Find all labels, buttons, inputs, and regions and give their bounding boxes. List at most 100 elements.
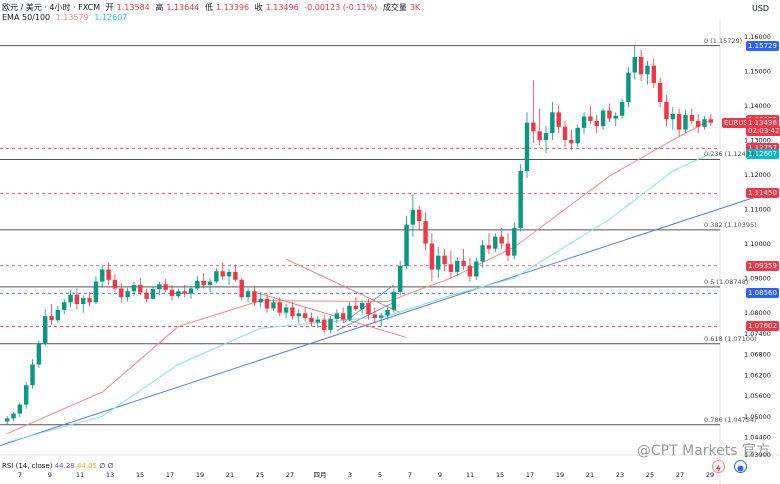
candle-body [321, 319, 327, 330]
symbol-line: 欧元 / 美元 · 4小时 · FXCM [2, 3, 101, 12]
candle-body [220, 271, 225, 277]
candle-body [569, 139, 574, 144]
x-tick-label: 19 [196, 471, 204, 479]
fib-level-label: 0.786 (1.04754) [704, 415, 757, 424]
candle-body [600, 110, 606, 127]
candle-body [683, 115, 688, 130]
candle-body [93, 281, 99, 303]
candle-body [182, 291, 187, 294]
candle-body [201, 280, 206, 286]
candle-body [645, 65, 650, 75]
candle-body [30, 364, 35, 386]
candle-body [562, 126, 568, 140]
candle-body [62, 302, 67, 310]
candle-body [613, 115, 618, 119]
candle-body [651, 65, 656, 83]
rsi-suffix: ∅ ∅ [99, 462, 114, 470]
trend-line [0, 188, 780, 447]
candle-body [366, 302, 371, 315]
candle-body [340, 313, 346, 320]
settings-circle-icon[interactable] [734, 460, 747, 473]
ema-legend[interactable]: EMA 50/100 1.13579 1.12607 [2, 13, 130, 22]
candle-body [461, 260, 466, 267]
candle-body [74, 294, 80, 305]
candle-body [442, 255, 447, 265]
candle-body [258, 298, 263, 303]
candle-body [23, 385, 29, 405]
x-tick-label: 7 [408, 471, 412, 479]
x-tick-label: 11 [76, 471, 84, 479]
candle-body [626, 72, 631, 102]
x-tick-label: 3 [348, 471, 352, 479]
candle-body [252, 291, 257, 303]
candle-body [138, 285, 143, 293]
currency-label: USD [752, 4, 770, 13]
candle-body [302, 313, 308, 318]
ema50-value: 1.13579 [55, 13, 89, 22]
close-value: 1.13496 [265, 3, 299, 12]
candle-body [169, 289, 175, 297]
candle-body [512, 228, 517, 256]
candle-body [632, 57, 637, 73]
fib-level-label: 0.382 (1.10395) [704, 220, 757, 229]
price-badge: EURUSD [722, 117, 756, 128]
x-tick-label: 17 [526, 471, 534, 479]
candle-body [410, 209, 416, 225]
candle-body [81, 298, 86, 305]
y-tick-label: 1.16000 [744, 33, 771, 41]
volume-value: 3K [409, 3, 421, 12]
candle-body [119, 288, 124, 298]
rsi-value-1: 44.28 [54, 462, 75, 470]
x-tick-label: 29 [706, 471, 714, 479]
x-tick-label: 27 [286, 471, 294, 479]
candle-body [493, 236, 498, 249]
x-tick-label: 17 [166, 471, 174, 479]
candle-body [664, 101, 669, 120]
candle-body [188, 288, 194, 294]
fib-level-label: 0.618 (1.07100) [704, 334, 757, 343]
lightning-icon[interactable] [712, 460, 725, 473]
x-tick-label: 27 [676, 471, 684, 479]
candle-body [594, 120, 599, 127]
ema100-line [7, 152, 712, 443]
candle-body [315, 319, 321, 323]
price-badge: 1.15729 [746, 40, 779, 51]
candle-body [397, 266, 403, 292]
candle-body [150, 289, 156, 299]
candle-body [423, 221, 428, 244]
candle-body [195, 280, 200, 289]
candle-body [581, 116, 587, 128]
x-tick-label: 13 [106, 471, 114, 479]
y-tick-label: 1.06800 [744, 351, 771, 359]
fib-level-label: 0.236 (1.12434) [704, 150, 757, 159]
price-badge: 02:03:42 [746, 125, 780, 136]
candle-body [429, 243, 435, 270]
rsi-legend[interactable]: RSI (14, close) 44.28 44.05 ∅ ∅ [2, 462, 114, 470]
candle-body [537, 131, 542, 140]
candle-body [163, 284, 168, 290]
candle-body [283, 307, 289, 313]
candle-body [359, 302, 365, 310]
candle-body [619, 101, 625, 116]
candle-body [524, 122, 530, 172]
candle-body [550, 112, 555, 134]
x-tick-label: 25 [256, 471, 264, 479]
candle-body [277, 302, 282, 313]
candle-body [264, 298, 270, 309]
y-tick-label: 1.06200 [744, 371, 771, 379]
candle-body [474, 261, 479, 277]
x-tick-label: 19 [556, 471, 564, 479]
y-tick-label: 1.03900 [744, 451, 771, 459]
y-tick-label: 1.08000 [744, 309, 771, 317]
candle-body [112, 279, 118, 289]
candle-body [486, 245, 492, 249]
watermark: @CPT Markets 官方 [636, 443, 770, 459]
x-tick-label: 9 [48, 471, 52, 479]
candle-body [702, 119, 707, 127]
x-tick-label: 15 [136, 471, 144, 479]
candle-body [125, 291, 130, 298]
candle-body [271, 302, 276, 309]
candle-body [378, 315, 384, 318]
price-badge: 1.09359 [746, 260, 779, 271]
